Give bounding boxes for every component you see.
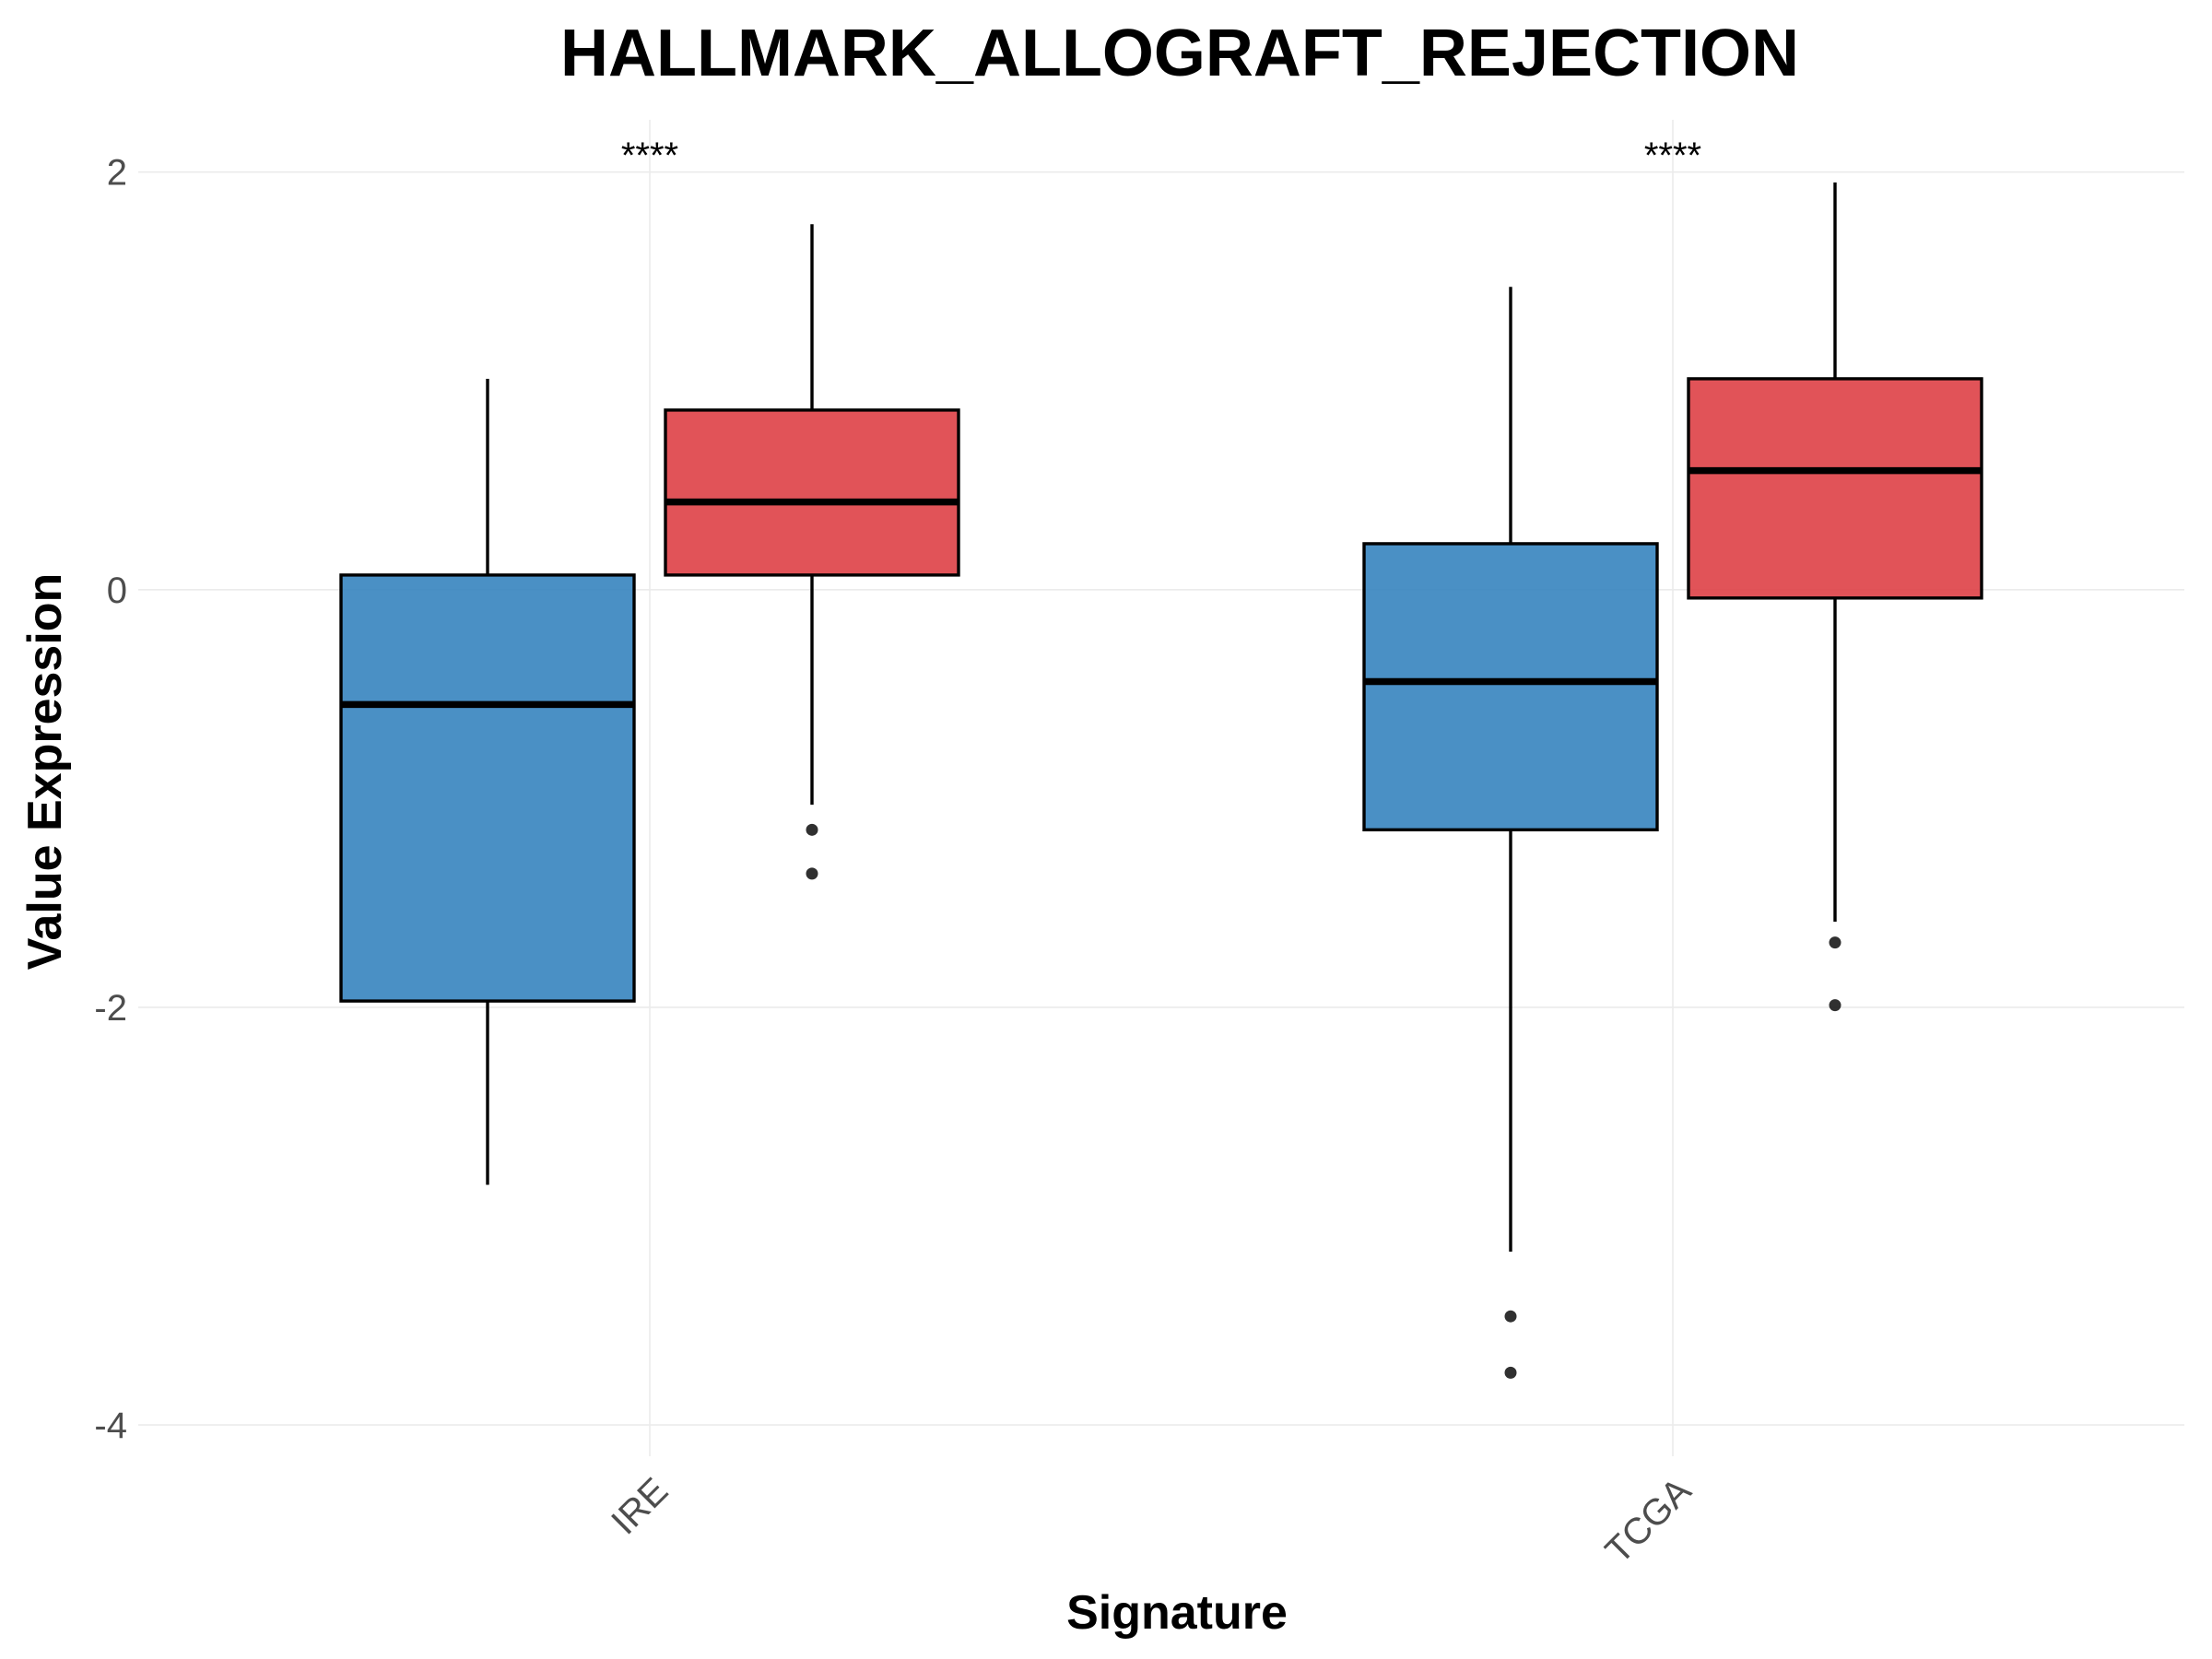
box-group bbox=[664, 224, 960, 880]
x-axis-ticks: IRE TCGA bbox=[604, 1470, 1699, 1571]
box-group bbox=[339, 378, 636, 1185]
box-groups bbox=[339, 182, 1983, 1379]
y-tick-label: 0 bbox=[107, 571, 127, 611]
significance-label: **** bbox=[621, 135, 678, 176]
chart-title: HALLMARK_ALLOGRAFT_REJECTION bbox=[560, 17, 1799, 90]
box-group bbox=[1362, 287, 1659, 1379]
y-axis-title: Value Expression bbox=[18, 573, 72, 971]
x-axis-title: Signature bbox=[1066, 1586, 1288, 1640]
box bbox=[1687, 377, 1983, 600]
outlier-point bbox=[1829, 999, 1841, 1012]
box-group bbox=[1687, 182, 1983, 1012]
outlier-point bbox=[1504, 1310, 1517, 1323]
y-tick-label: -2 bbox=[94, 988, 127, 1029]
x-tick-label: TCGA bbox=[1598, 1470, 1700, 1571]
y-tick-label: 2 bbox=[107, 153, 127, 194]
box bbox=[339, 573, 636, 1003]
y-tick-label: -4 bbox=[94, 1406, 127, 1446]
box bbox=[664, 408, 960, 577]
outlier-point bbox=[806, 823, 818, 836]
x-tick-label: IRE bbox=[604, 1470, 676, 1542]
y-axis-ticks: 2 0 -2 -4 **** **** bbox=[94, 135, 1701, 1446]
outlier-point bbox=[806, 867, 818, 880]
box bbox=[1362, 542, 1659, 832]
outlier-point bbox=[1829, 936, 1841, 949]
outlier-point bbox=[1504, 1366, 1517, 1379]
significance-label: **** bbox=[1644, 135, 1701, 176]
